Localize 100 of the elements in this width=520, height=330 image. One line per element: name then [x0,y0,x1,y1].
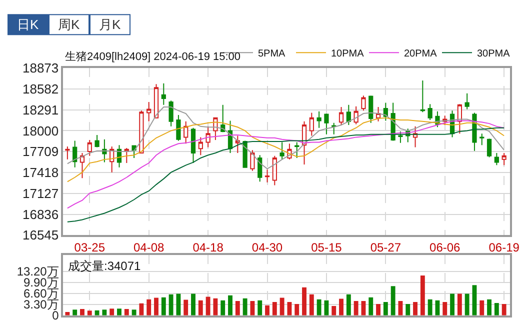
bar [487,299,492,316]
candlestick [154,84,159,118]
candlestick [332,122,336,135]
candlestick [398,130,403,144]
legend-label: 20PMA [404,48,438,60]
candlestick [258,154,262,182]
candlestick [309,112,314,136]
bar [354,301,358,316]
candlestick [132,145,136,158]
candlestick [324,113,329,135]
bar [324,300,329,316]
line-series [66,117,505,182]
candlestick [184,120,188,144]
candlestick [168,100,174,127]
x-tick-label: 04-18 [192,240,224,254]
candlestick [354,106,358,125]
candlestick [242,140,248,168]
bar [309,294,314,316]
bar [161,297,166,316]
bar [235,301,240,316]
candlestick [464,92,470,110]
candlestick [94,134,100,148]
candlestick [480,133,484,146]
line-series [66,106,505,170]
bar [442,302,448,316]
x-tick-label: 03-25 [74,240,106,254]
candlestick [338,106,344,126]
bar [124,309,129,316]
bar [413,302,418,316]
candlestick [346,104,351,126]
annotation: 成交量:34071 [68,259,142,273]
line-series [66,120,505,209]
bar [280,298,284,316]
y-tick-label: 17709 [22,144,59,160]
x-tick-label: 05-27 [370,240,402,254]
legend-label: 5PMA [258,48,286,60]
bar [184,300,188,316]
bar [258,300,262,316]
chart-title: 生猪2409[lh2409] 2024-06-19 15:00 [65,50,241,63]
bar [339,298,344,316]
bar [250,301,255,316]
candlestick [124,147,129,164]
candlestick [457,104,462,134]
bar [502,304,506,316]
candlestick [361,95,366,112]
candlestick [316,110,322,128]
bar [87,310,92,316]
y-tick-label: 18873 [22,60,59,76]
candlestick [198,136,203,156]
bar [132,310,136,316]
bar [368,297,374,316]
y-tick-label: 18582 [22,82,59,97]
candlestick [250,150,255,172]
bar [65,312,70,316]
candlestick [176,114,181,142]
bar [464,294,470,316]
line-series [66,127,505,222]
bar [198,300,203,316]
legend-label: 10PMA [331,48,364,60]
bar [272,302,277,316]
bar [94,310,100,316]
candlestick [412,126,418,148]
y-tick-label: 18000 [22,123,59,138]
y-tick-label: 18291 [22,102,59,118]
x-tick-label: 06-06 [430,240,461,254]
bar [480,300,484,316]
candlestick [72,140,78,168]
candlestick [502,152,506,166]
bar [191,294,196,316]
candlestick [494,152,499,166]
bar [346,294,351,316]
text: 月K [99,17,121,32]
x-tick-label: 04-08 [134,240,165,254]
text: 日K [17,17,39,32]
candlestick [486,138,492,158]
bar [72,310,78,316]
candlestick [272,155,277,186]
bar [117,308,122,316]
text: 周K [58,17,80,32]
bar [383,302,388,316]
y-tick-label: 17418 [22,165,59,180]
bar [390,286,396,316]
bar [287,302,292,316]
bar [428,299,432,316]
candlestick [102,138,107,163]
legend-label: 30PMA [477,48,510,60]
candlestick [65,146,70,160]
bar [102,310,107,316]
bar [80,309,84,316]
candlestick [420,80,425,113]
bar [450,294,454,316]
bar [376,304,380,316]
bar [406,304,410,316]
bar [332,306,336,316]
bar [220,300,226,316]
candlestick [294,142,300,158]
candlestick [80,152,85,179]
bar [265,305,270,316]
candlestick [161,82,166,106]
bar [294,304,300,316]
